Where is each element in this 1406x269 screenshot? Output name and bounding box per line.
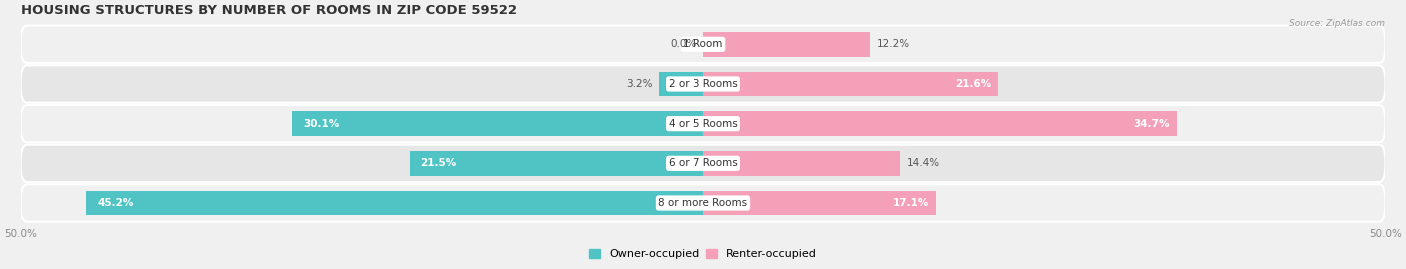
Text: 45.2%: 45.2%	[97, 198, 134, 208]
Bar	[703, 72, 998, 96]
Text: 3.2%: 3.2%	[626, 79, 652, 89]
Text: 17.1%: 17.1%	[893, 198, 929, 208]
Text: 1 Room: 1 Room	[683, 39, 723, 49]
Bar	[703, 191, 936, 215]
Text: 21.5%: 21.5%	[420, 158, 457, 168]
Text: HOUSING STRUCTURES BY NUMBER OF ROOMS IN ZIP CODE 59522: HOUSING STRUCTURES BY NUMBER OF ROOMS IN…	[21, 4, 516, 17]
FancyBboxPatch shape	[21, 184, 1385, 222]
FancyBboxPatch shape	[21, 105, 1385, 142]
Text: 6 or 7 Rooms: 6 or 7 Rooms	[669, 158, 737, 168]
Text: 21.6%: 21.6%	[955, 79, 991, 89]
Bar	[703, 32, 869, 56]
Bar	[703, 111, 1177, 136]
Text: 14.4%: 14.4%	[907, 158, 939, 168]
Text: 4 or 5 Rooms: 4 or 5 Rooms	[669, 119, 737, 129]
FancyBboxPatch shape	[21, 65, 1385, 103]
Text: 8 or more Rooms: 8 or more Rooms	[658, 198, 748, 208]
Bar	[409, 151, 703, 176]
FancyBboxPatch shape	[21, 26, 1385, 63]
Text: 12.2%: 12.2%	[876, 39, 910, 49]
Legend: Owner-occupied, Renter-occupied: Owner-occupied, Renter-occupied	[585, 245, 821, 264]
Text: 2 or 3 Rooms: 2 or 3 Rooms	[669, 79, 737, 89]
Text: 34.7%: 34.7%	[1133, 119, 1170, 129]
Bar	[703, 151, 900, 176]
Text: 0.0%: 0.0%	[669, 39, 696, 49]
Bar	[86, 191, 703, 215]
Bar	[292, 111, 703, 136]
FancyBboxPatch shape	[21, 145, 1385, 182]
Bar	[659, 72, 703, 96]
Text: Source: ZipAtlas.com: Source: ZipAtlas.com	[1289, 19, 1385, 28]
Text: 30.1%: 30.1%	[304, 119, 339, 129]
